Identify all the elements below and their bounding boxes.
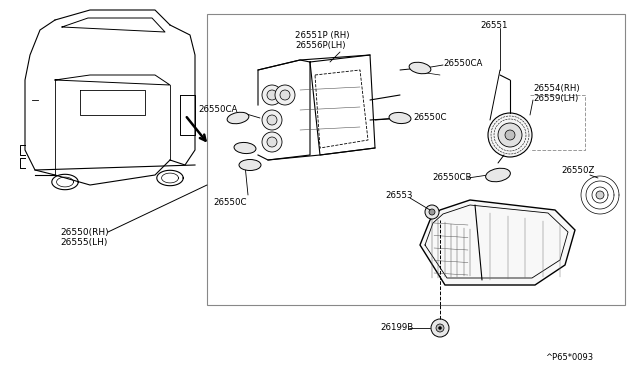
Ellipse shape [227, 112, 249, 124]
Circle shape [431, 319, 449, 337]
Text: 26556P(LH): 26556P(LH) [295, 41, 346, 50]
Text: 26551: 26551 [480, 20, 508, 29]
Text: 26555(LH): 26555(LH) [60, 238, 108, 247]
Circle shape [267, 137, 277, 147]
Circle shape [425, 205, 439, 219]
Ellipse shape [389, 112, 411, 124]
Text: 26550CB: 26550CB [432, 173, 472, 183]
Circle shape [262, 85, 282, 105]
Text: ^P65*0093: ^P65*0093 [545, 353, 593, 362]
Circle shape [505, 130, 515, 140]
Circle shape [280, 90, 290, 100]
Text: 26550CA: 26550CA [198, 106, 237, 115]
Ellipse shape [239, 160, 261, 170]
Circle shape [498, 123, 522, 147]
Circle shape [436, 324, 444, 332]
Circle shape [247, 162, 253, 168]
Polygon shape [420, 200, 575, 285]
Text: 26199B: 26199B [380, 324, 413, 333]
Circle shape [429, 209, 435, 215]
Circle shape [596, 191, 604, 199]
Circle shape [438, 327, 442, 330]
Circle shape [417, 65, 423, 71]
Bar [207, 14, 625, 305]
Text: 26550CA: 26550CA [443, 58, 483, 67]
Text: 26550C: 26550C [213, 198, 247, 207]
Ellipse shape [234, 142, 256, 154]
Circle shape [397, 115, 403, 121]
Text: 26554(RH): 26554(RH) [533, 84, 580, 93]
Text: 26553: 26553 [385, 190, 413, 199]
Text: 26550C: 26550C [413, 113, 447, 122]
Circle shape [267, 90, 277, 100]
Circle shape [262, 132, 282, 152]
Circle shape [242, 145, 248, 151]
Circle shape [262, 110, 282, 130]
Circle shape [267, 115, 277, 125]
Text: 26551P (RH): 26551P (RH) [295, 31, 349, 40]
Ellipse shape [486, 168, 510, 182]
Text: 26550(RH): 26550(RH) [60, 228, 109, 237]
Text: 26550Z: 26550Z [561, 166, 595, 175]
Circle shape [494, 171, 502, 179]
Circle shape [275, 85, 295, 105]
Text: 26559(LH): 26559(LH) [533, 94, 579, 103]
Circle shape [488, 113, 532, 157]
Circle shape [235, 115, 241, 121]
Ellipse shape [409, 62, 431, 74]
